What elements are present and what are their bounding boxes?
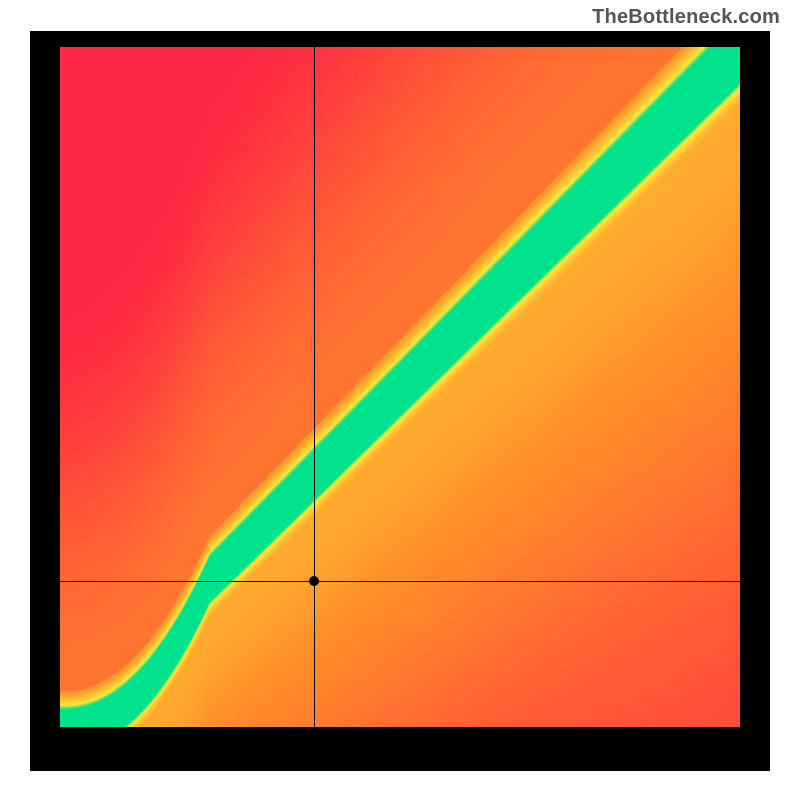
crosshair-vertical <box>314 47 315 727</box>
heatmap-canvas <box>60 47 740 727</box>
watermark-text: TheBottleneck.com <box>592 6 780 29</box>
root: TheBottleneck.com <box>0 0 800 800</box>
heatmap-plot <box>60 47 740 727</box>
crosshair-horizontal <box>60 581 740 582</box>
crosshair-marker <box>309 576 319 586</box>
chart-frame <box>30 31 770 771</box>
